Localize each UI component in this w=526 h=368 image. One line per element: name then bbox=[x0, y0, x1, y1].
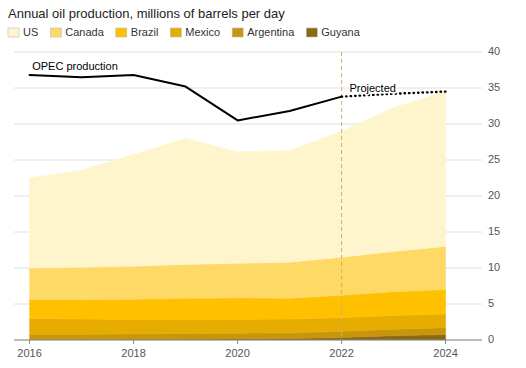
legend-swatch bbox=[232, 28, 243, 37]
annotation: OPEC production bbox=[32, 60, 118, 72]
x-tick bbox=[445, 340, 446, 344]
title: Annual oil production, millions of barre… bbox=[8, 6, 285, 21]
x-axis bbox=[14, 340, 482, 341]
legend-swatch bbox=[50, 28, 61, 37]
x-tick bbox=[133, 340, 134, 344]
y-tick-label: 30 bbox=[488, 117, 500, 129]
grid-line bbox=[14, 52, 482, 53]
legend-label: Mexico bbox=[185, 26, 220, 38]
y-tick-label: 20 bbox=[488, 189, 500, 201]
x-tick bbox=[341, 340, 342, 344]
legend-swatch bbox=[116, 28, 127, 37]
y-tick-label: 0 bbox=[488, 333, 494, 345]
legend-item: Mexico bbox=[170, 26, 220, 38]
legend-swatch bbox=[170, 28, 181, 37]
y-tick-label: 15 bbox=[488, 225, 500, 237]
reference-line bbox=[341, 52, 342, 340]
legend-item: Brazil bbox=[116, 26, 159, 38]
x-tick bbox=[237, 340, 238, 344]
x-tick-label: 2020 bbox=[225, 347, 249, 359]
x-tick bbox=[29, 340, 30, 344]
annotation: Projected bbox=[349, 82, 395, 94]
legend-label: Brazil bbox=[131, 26, 159, 38]
x-tick-label: 2018 bbox=[121, 347, 145, 359]
line bbox=[30, 75, 342, 120]
y-tick-label: 25 bbox=[488, 153, 500, 165]
legend-swatch bbox=[306, 28, 317, 37]
grid-line bbox=[14, 88, 482, 89]
legend-item: Canada bbox=[50, 26, 104, 38]
x-tick-label: 2016 bbox=[17, 347, 41, 359]
legend-item: Argentina bbox=[232, 26, 295, 38]
y-tick-label: 5 bbox=[488, 297, 494, 309]
grid-line bbox=[14, 340, 482, 341]
y-tick-label: 10 bbox=[488, 261, 500, 273]
legend-label: US bbox=[23, 26, 38, 38]
legend-label: Argentina bbox=[247, 26, 295, 38]
y-tick-label: 40 bbox=[488, 45, 500, 57]
area bbox=[30, 92, 446, 268]
x-tick-label: 2024 bbox=[433, 347, 457, 359]
legend-item: US bbox=[8, 26, 38, 38]
plot-area bbox=[30, 52, 446, 340]
legend-item: Guyana bbox=[306, 26, 360, 38]
x-tick-label: 2022 bbox=[329, 347, 353, 359]
legend-swatch bbox=[8, 28, 19, 37]
legend-label: Guyana bbox=[321, 26, 360, 38]
y-tick-label: 35 bbox=[488, 81, 500, 93]
chart: Annual oil production, millions of barre… bbox=[0, 0, 526, 368]
legend-label: Canada bbox=[65, 26, 104, 38]
